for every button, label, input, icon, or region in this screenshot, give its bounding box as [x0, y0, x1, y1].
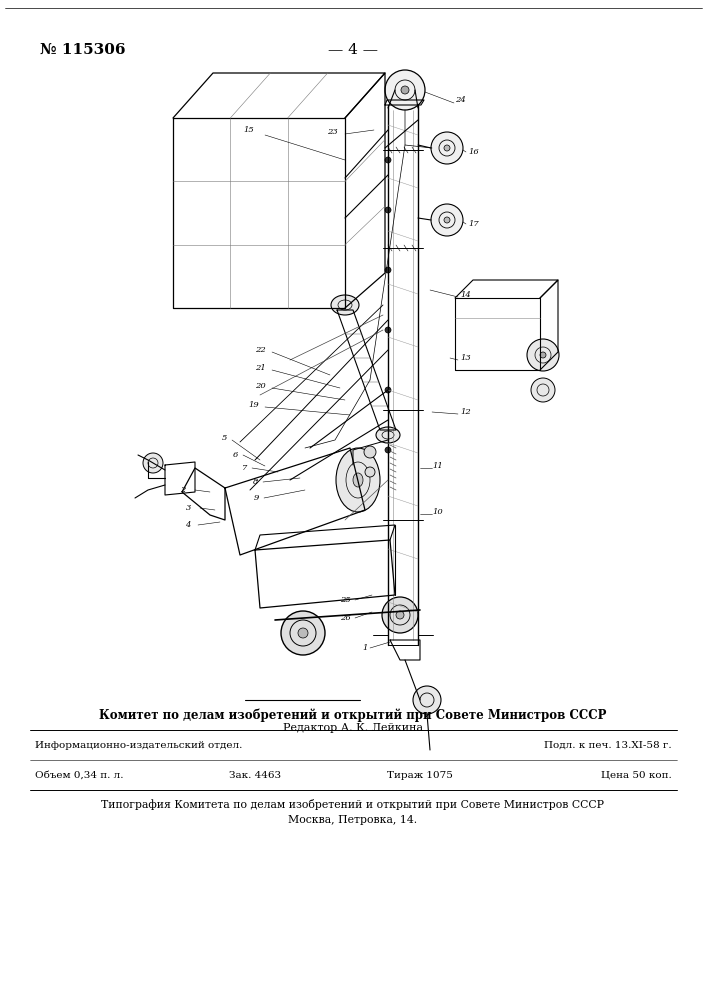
- Text: Редактор А. К. Лейкина: Редактор А. К. Лейкина: [283, 723, 423, 733]
- Ellipse shape: [385, 70, 425, 110]
- Text: 9: 9: [254, 494, 259, 502]
- Text: 8: 8: [253, 478, 258, 486]
- Ellipse shape: [365, 467, 375, 477]
- Text: Москва, Петровка, 14.: Москва, Петровка, 14.: [288, 815, 418, 825]
- Ellipse shape: [385, 157, 391, 163]
- Ellipse shape: [364, 446, 376, 458]
- Ellipse shape: [413, 686, 441, 714]
- Ellipse shape: [336, 448, 380, 512]
- Text: 26: 26: [340, 614, 351, 622]
- Text: 25: 25: [340, 596, 351, 604]
- Text: Комитет по делам изобретений и открытий при Совете Министров СССР: Комитет по делам изобретений и открытий …: [99, 708, 607, 722]
- Ellipse shape: [444, 145, 450, 151]
- Ellipse shape: [385, 387, 391, 393]
- Ellipse shape: [298, 628, 308, 638]
- Ellipse shape: [353, 473, 363, 487]
- Text: 4: 4: [185, 521, 190, 529]
- Text: 14: 14: [460, 291, 471, 299]
- Text: 2: 2: [180, 486, 185, 494]
- Ellipse shape: [431, 204, 463, 236]
- Ellipse shape: [385, 447, 391, 453]
- Text: 7: 7: [242, 464, 247, 472]
- Text: Объем 0,34 п. л.: Объем 0,34 п. л.: [35, 770, 124, 780]
- Ellipse shape: [376, 427, 400, 443]
- Text: Зак. 4463: Зак. 4463: [229, 770, 281, 780]
- Text: — 4 —: — 4 —: [328, 43, 378, 57]
- Ellipse shape: [385, 327, 391, 333]
- Ellipse shape: [281, 611, 325, 655]
- Text: 24: 24: [455, 96, 466, 104]
- Text: № 115306: № 115306: [40, 43, 126, 57]
- Ellipse shape: [431, 132, 463, 164]
- Ellipse shape: [385, 207, 391, 213]
- Text: Цена 50 коп.: Цена 50 коп.: [601, 770, 672, 780]
- Text: 6: 6: [233, 451, 238, 459]
- Text: Типография Комитета по делам изобретений и открытий при Совете Министров СССР: Типография Комитета по делам изобретений…: [102, 800, 604, 810]
- Ellipse shape: [401, 86, 409, 94]
- Text: 11: 11: [432, 462, 443, 470]
- Ellipse shape: [143, 453, 163, 473]
- Text: Информационно-издательский отдел.: Информационно-издательский отдел.: [35, 740, 243, 750]
- Ellipse shape: [382, 597, 418, 633]
- Text: 19: 19: [248, 401, 259, 409]
- Text: 15: 15: [243, 126, 254, 134]
- Text: 20: 20: [255, 382, 266, 390]
- Ellipse shape: [540, 352, 546, 358]
- Text: 17: 17: [468, 220, 479, 228]
- Text: 23: 23: [327, 128, 338, 136]
- Text: 13: 13: [460, 354, 471, 362]
- Ellipse shape: [444, 217, 450, 223]
- Text: 1: 1: [362, 644, 368, 652]
- Text: 5: 5: [222, 434, 228, 442]
- Text: 16: 16: [468, 148, 479, 156]
- Text: Подл. к печ. 13.XI-58 г.: Подл. к печ. 13.XI-58 г.: [544, 740, 672, 750]
- Ellipse shape: [385, 267, 391, 273]
- Text: 22: 22: [255, 346, 266, 354]
- Text: 3: 3: [186, 504, 192, 512]
- Ellipse shape: [331, 295, 359, 315]
- Ellipse shape: [531, 378, 555, 402]
- Text: 21: 21: [255, 364, 266, 372]
- Ellipse shape: [396, 611, 404, 619]
- Ellipse shape: [527, 339, 559, 371]
- Text: 12: 12: [460, 408, 471, 416]
- Text: 10: 10: [432, 508, 443, 516]
- Text: Тираж 1075: Тираж 1075: [387, 770, 453, 780]
